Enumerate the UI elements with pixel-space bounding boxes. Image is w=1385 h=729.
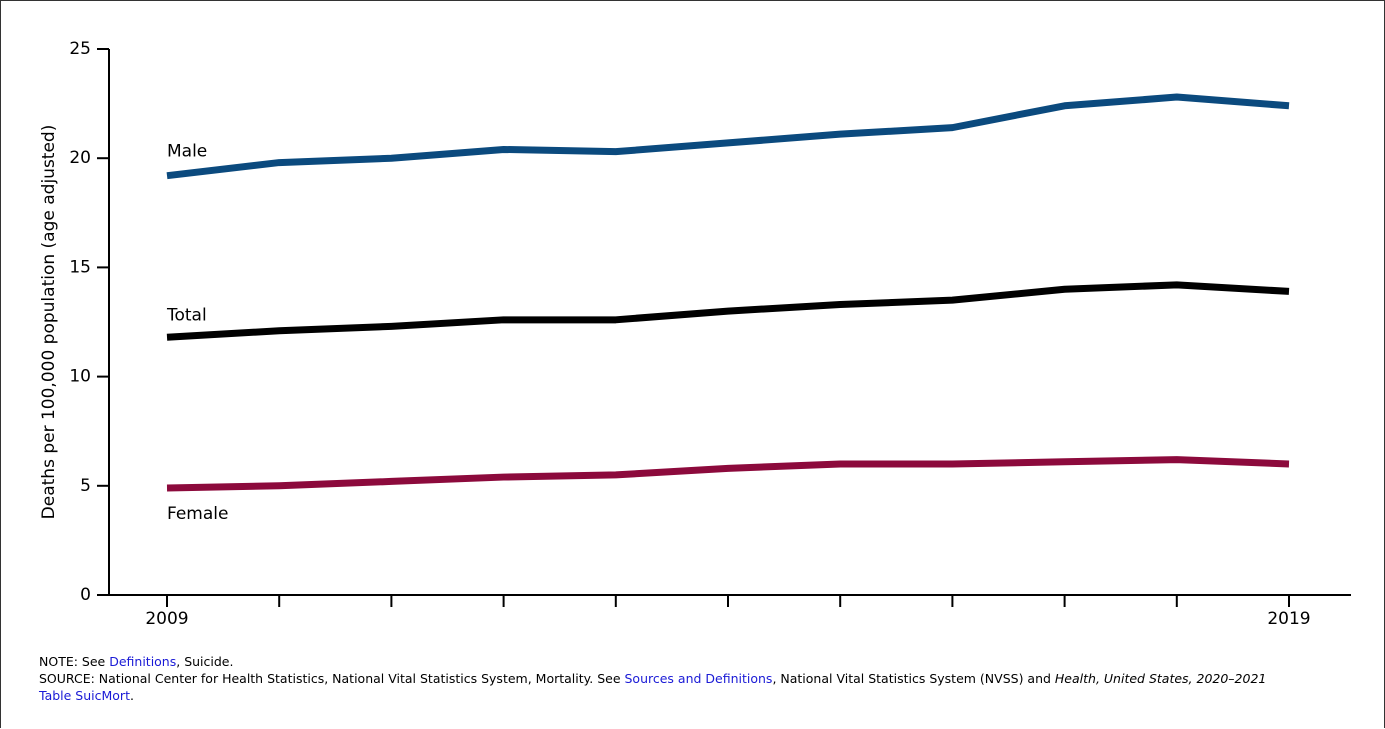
y-axis-label: Deaths per 100,000 population (age adjus…: [39, 125, 59, 520]
series-line: [166, 281, 1290, 341]
series-line: [166, 93, 1290, 180]
series-label: Total: [166, 305, 207, 325]
x-tick-label: 2009: [145, 609, 188, 629]
source-text: , National Vital Statistics System (NVSS…: [772, 671, 1055, 686]
series-label: Male: [167, 142, 207, 162]
y-tick-label: 0: [80, 585, 91, 605]
note: NOTE: See Definitions, Suicide.: [39, 653, 1339, 670]
source: SOURCE: National Center for Health Stati…: [39, 670, 1339, 704]
y-tick-label: 5: [80, 476, 91, 496]
series-line: [166, 456, 1290, 492]
source-title: Health, United States, 2020–2021: [1054, 671, 1267, 686]
note-text: , Suicide.: [176, 654, 234, 669]
y-tick-label: 20: [69, 148, 91, 168]
note-text: NOTE: See: [39, 654, 110, 669]
x-tick-label: 2019: [1267, 609, 1310, 629]
link[interactable]: Table SuicMort: [39, 688, 130, 703]
chart: Deaths per 100,000 population (age adjus…: [39, 39, 1351, 629]
source-text: SOURCE: National Center for Health Stati…: [39, 671, 625, 686]
link[interactable]: Definitions: [109, 654, 177, 669]
notes: NOTE: See Definitions, Suicide. SOURCE: …: [39, 653, 1339, 704]
y-tick-label: 10: [69, 367, 91, 387]
link[interactable]: Sources and Definitions: [624, 671, 773, 686]
series-label: Female: [167, 504, 228, 524]
y-tick-label: 25: [69, 39, 91, 59]
source-text: .: [129, 688, 134, 703]
y-tick-label: 15: [69, 257, 91, 277]
